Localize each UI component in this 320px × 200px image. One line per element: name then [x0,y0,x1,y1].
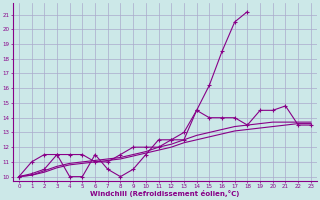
X-axis label: Windchill (Refroidissement éolien,°C): Windchill (Refroidissement éolien,°C) [90,190,240,197]
